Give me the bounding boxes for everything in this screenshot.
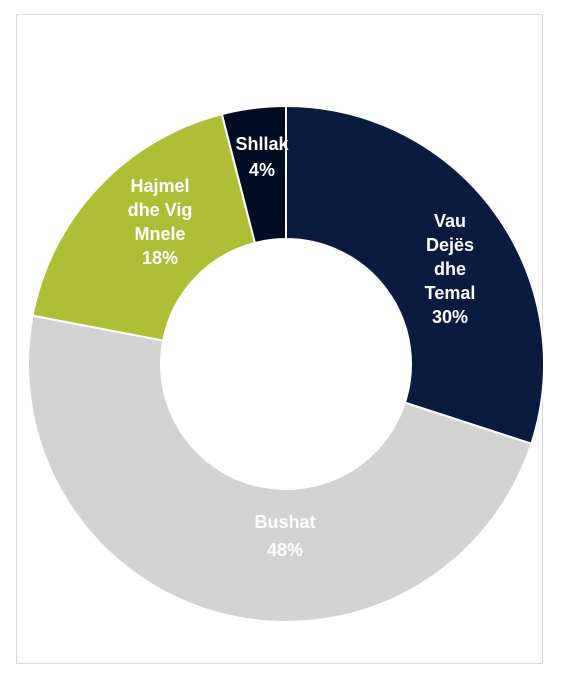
slice-label-line: Dejës	[426, 235, 474, 255]
slice-label-hajmel-dhe-vig-mnele: Hajmel dhe Vig Mnele 18%	[128, 176, 193, 268]
slice-label-line: dhe	[434, 259, 466, 279]
slice-bushat	[27, 314, 533, 623]
slice-label-line: dhe Vig	[128, 200, 193, 220]
slice-label-vau-dejes-dhe-temal: Vau Dejës dhe Temal 30%	[425, 211, 476, 327]
slice-label-line: 18%	[142, 248, 178, 268]
slice-label-line: 48%	[267, 540, 303, 560]
slice-hajmel-dhe-vig-mnele	[31, 112, 257, 342]
slice-label-line: 30%	[432, 307, 468, 327]
slice-label-bushat: Bushat 48%	[254, 512, 315, 560]
slice-shllak	[220, 104, 287, 245]
slice-label-line: Mnele	[134, 224, 185, 244]
slice-label-line: Temal	[425, 283, 476, 303]
slice-label-line: Hajmel	[130, 176, 189, 196]
slice-label-line: Shllak	[235, 134, 289, 154]
slice-label-shllak: Shllak 4%	[235, 134, 289, 180]
slice-label-line: 4%	[249, 160, 275, 180]
slice-label-line: Vau	[434, 211, 466, 231]
slice-vau-dejes-dhe-temal	[285, 104, 545, 445]
slice-label-line: Bushat	[254, 512, 315, 532]
